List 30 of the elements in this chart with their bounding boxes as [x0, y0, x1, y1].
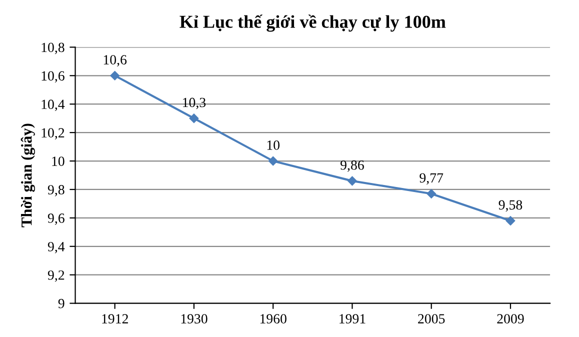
- x-tick-label: 1991: [340, 314, 366, 324]
- chart-title: Kỉ Lục thế giới về chạy cự ly 100m: [180, 14, 446, 32]
- y-tick-label: 9,6: [48, 214, 64, 225]
- point: [110, 71, 120, 80]
- data-label: 9,77: [420, 173, 444, 185]
- x-tick-label: 2009: [497, 314, 524, 324]
- point: [348, 176, 357, 186]
- x-tick-label: 2005: [418, 314, 445, 324]
- x-tick-label: 1912: [102, 314, 128, 324]
- point: [189, 114, 199, 123]
- x-tick-label: 1960: [260, 314, 286, 324]
- y-axis-title: Thời gian (giây): [20, 124, 35, 228]
- data-label: 10,6: [104, 55, 127, 66]
- point: [426, 189, 436, 198]
- y-tick-label: 9: [58, 298, 64, 308]
- y-tick-label: 10: [52, 156, 64, 166]
- y-tick-label: 9,2: [48, 270, 64, 282]
- data-label: 10,3: [183, 98, 206, 110]
- y-tick-label: 10,4: [42, 100, 65, 112]
- data-label: 9,58: [498, 200, 522, 212]
- point: [268, 156, 278, 166]
- y-tick-label: 10,6: [42, 71, 64, 83]
- y-tick-label: 9,4: [48, 242, 65, 254]
- y-tick-label: 9,8: [48, 185, 64, 196]
- x-tick-label: 1930: [181, 314, 208, 324]
- data-label: 9,86: [340, 160, 364, 172]
- y-tick-label: 10,8: [42, 42, 64, 54]
- y-tick-label: 10,2: [42, 128, 64, 140]
- point: [506, 216, 516, 226]
- data-label: 10: [267, 140, 280, 150]
